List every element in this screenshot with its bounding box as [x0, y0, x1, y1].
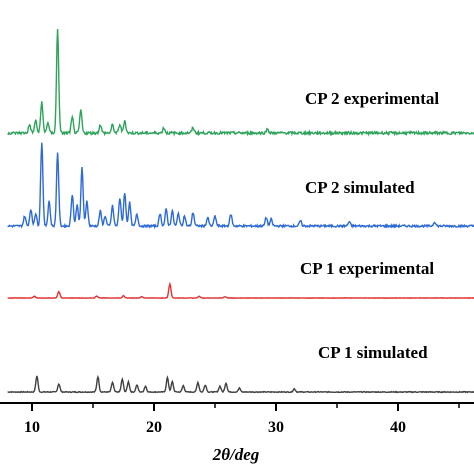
series-line-cp-2-experimental: [7, 28, 474, 137]
x-ticks: 10 20 30 40: [24, 403, 460, 436]
series-label: CP 1 experimental: [300, 259, 434, 278]
series-labels: CP 1 simulated CP 1 experimental CP 2 simu…: [300, 89, 439, 362]
x-tick-label: 20: [146, 419, 162, 436]
series-layer: [7, 28, 474, 394]
series-label: CP 1 simulated: [318, 343, 428, 362]
x-axis: 10 20 30 40 2θ/deg: [0, 402, 474, 464]
series-line-cp-2-simulated: [7, 142, 474, 230]
series-label: CP 2 experimental: [305, 89, 439, 108]
x-tick-label: 30: [268, 419, 284, 436]
x-tick-label: 10: [24, 419, 40, 436]
series-line-cp-1-experimental: [7, 281, 474, 300]
x-axis-title: 2θ/deg: [212, 445, 260, 464]
series-line-cp-1-simulated: [7, 374, 474, 394]
series-label: CP 2 simulated: [305, 178, 415, 197]
x-tick-label: 40: [390, 419, 406, 436]
